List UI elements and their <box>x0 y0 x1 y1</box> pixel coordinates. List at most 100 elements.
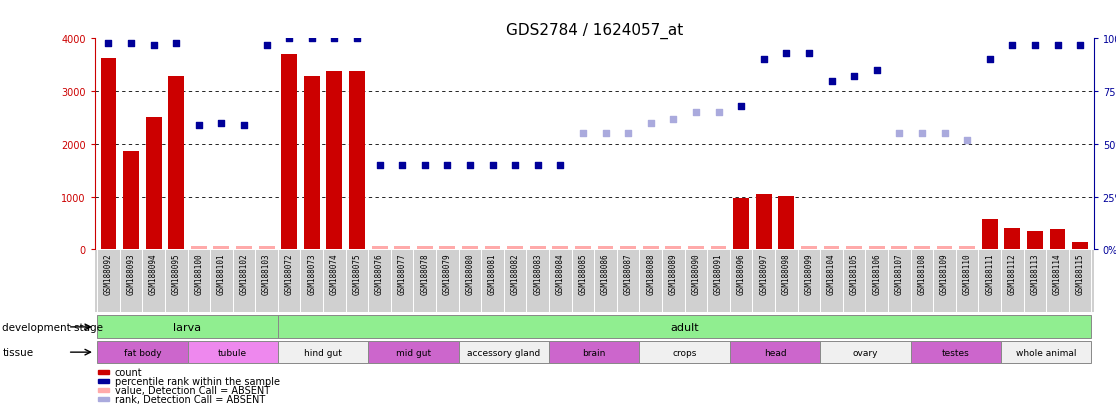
Point <box>619 131 637 137</box>
Text: GSM188110: GSM188110 <box>963 252 972 294</box>
Point <box>1071 42 1089 49</box>
Point <box>326 36 344 43</box>
Point <box>190 122 208 129</box>
Text: percentile rank within the sample: percentile rank within the sample <box>115 376 280 386</box>
Text: rank, Detection Call = ABSENT: rank, Detection Call = ABSENT <box>115 394 266 404</box>
Point <box>348 36 366 43</box>
Point <box>822 78 840 85</box>
Text: GSM188085: GSM188085 <box>578 252 587 294</box>
Bar <box>530 247 546 250</box>
Text: adult: adult <box>671 322 699 332</box>
FancyBboxPatch shape <box>820 341 911 363</box>
Text: GSM188090: GSM188090 <box>692 252 701 294</box>
FancyBboxPatch shape <box>187 341 278 363</box>
Bar <box>552 247 568 250</box>
FancyBboxPatch shape <box>639 341 730 363</box>
Text: GSM188079: GSM188079 <box>443 252 452 294</box>
Bar <box>484 247 500 250</box>
Point <box>574 131 591 137</box>
Text: GSM188093: GSM188093 <box>126 252 135 294</box>
Bar <box>869 247 885 250</box>
Bar <box>689 247 704 250</box>
Text: GSM188089: GSM188089 <box>668 252 677 294</box>
Text: GSM188086: GSM188086 <box>602 252 610 294</box>
Bar <box>281 55 297 250</box>
Point <box>483 162 501 169</box>
Text: GSM188073: GSM188073 <box>307 252 316 294</box>
Text: GSM188105: GSM188105 <box>849 252 858 294</box>
FancyBboxPatch shape <box>549 341 639 363</box>
Text: GSM188108: GSM188108 <box>917 252 926 294</box>
Text: hind gut: hind gut <box>305 348 341 357</box>
Bar <box>620 247 636 250</box>
Text: GSM188082: GSM188082 <box>511 252 520 294</box>
Text: development stage: development stage <box>2 322 104 332</box>
Point <box>507 162 525 169</box>
Text: GSM188106: GSM188106 <box>873 252 882 294</box>
Text: whole animal: whole animal <box>1016 348 1077 357</box>
Point <box>1049 42 1067 49</box>
Point <box>732 103 750 110</box>
Bar <box>892 247 907 250</box>
Bar <box>665 247 681 250</box>
Text: GSM188109: GSM188109 <box>940 252 949 294</box>
Point <box>868 67 886 74</box>
Point <box>642 120 660 127</box>
Bar <box>394 247 410 250</box>
Point <box>371 162 388 169</box>
Text: GSM188111: GSM188111 <box>985 252 994 294</box>
Bar <box>575 247 590 250</box>
Text: GSM188114: GSM188114 <box>1054 252 1062 294</box>
Text: GSM188081: GSM188081 <box>488 252 497 294</box>
FancyBboxPatch shape <box>278 341 368 363</box>
FancyBboxPatch shape <box>368 341 459 363</box>
Text: GSM188096: GSM188096 <box>737 252 745 294</box>
Bar <box>508 247 523 250</box>
Text: accessory gland: accessory gland <box>468 348 540 357</box>
Point <box>981 57 999 64</box>
Point <box>800 51 818 57</box>
Bar <box>123 152 138 250</box>
Text: GSM188102: GSM188102 <box>240 252 249 294</box>
Bar <box>417 247 433 250</box>
Text: GSM188077: GSM188077 <box>397 252 406 294</box>
Bar <box>259 247 275 250</box>
Point <box>302 36 320 43</box>
Title: GDS2784 / 1624057_at: GDS2784 / 1624057_at <box>506 23 683 39</box>
Bar <box>237 247 252 250</box>
Text: mid gut: mid gut <box>396 348 431 357</box>
Text: GSM188098: GSM188098 <box>782 252 791 294</box>
Text: GSM188113: GSM188113 <box>1030 252 1039 294</box>
Point <box>167 40 185 47</box>
Bar <box>711 247 727 250</box>
Text: testes: testes <box>942 348 970 357</box>
Text: brain: brain <box>583 348 606 357</box>
Text: GSM188083: GSM188083 <box>533 252 542 294</box>
Text: larva: larva <box>173 322 202 332</box>
Point <box>416 162 434 169</box>
Text: GSM188074: GSM188074 <box>330 252 339 294</box>
Bar <box>372 247 387 250</box>
FancyBboxPatch shape <box>459 341 549 363</box>
Point <box>710 109 728 116</box>
Text: GSM188075: GSM188075 <box>353 252 362 294</box>
Bar <box>440 247 455 250</box>
FancyBboxPatch shape <box>278 316 1091 339</box>
Bar <box>146 118 162 250</box>
Text: count: count <box>115 367 143 377</box>
Bar <box>304 77 319 250</box>
Text: GSM188100: GSM188100 <box>194 252 203 294</box>
Text: GSM188099: GSM188099 <box>805 252 814 294</box>
Text: GSM188091: GSM188091 <box>714 252 723 294</box>
Bar <box>213 247 229 250</box>
Point <box>597 131 615 137</box>
Point <box>393 162 411 169</box>
Bar <box>191 247 206 250</box>
Point <box>687 109 705 116</box>
Point <box>1003 42 1021 49</box>
Bar <box>462 247 478 250</box>
Point <box>778 51 796 57</box>
Bar <box>169 77 184 250</box>
Text: GSM188107: GSM188107 <box>895 252 904 294</box>
Text: GSM188084: GSM188084 <box>556 252 565 294</box>
